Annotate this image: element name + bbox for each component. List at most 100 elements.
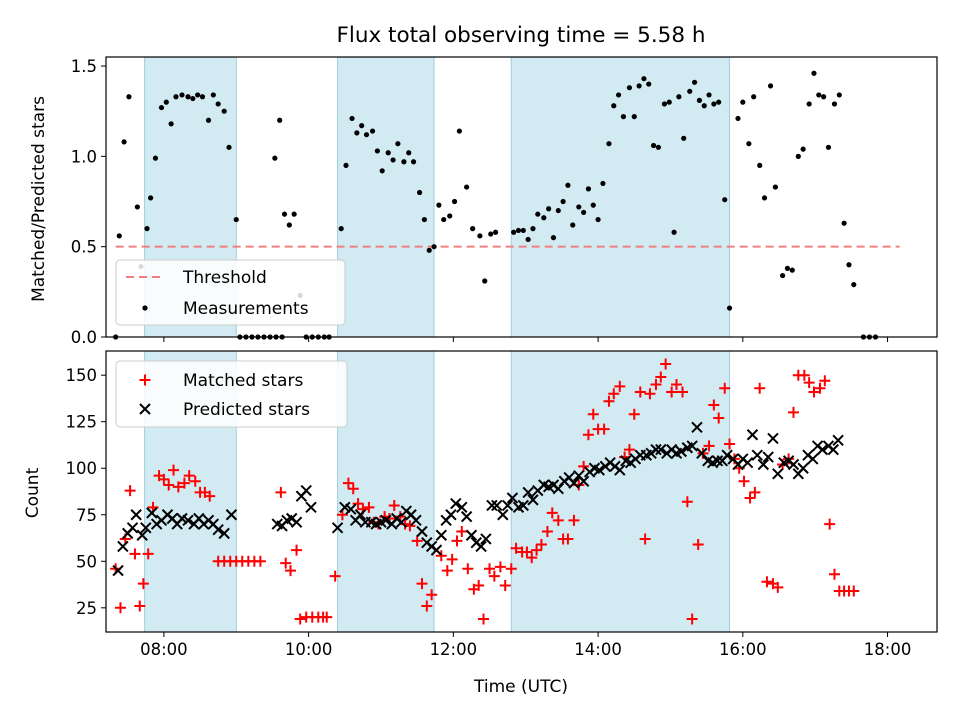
measurement-point — [767, 83, 774, 89]
measurement-point — [168, 121, 174, 127]
measurement-point — [520, 227, 526, 234]
measurement-point — [546, 206, 552, 212]
matched-star-point — [828, 568, 840, 580]
matched-star-point — [285, 565, 297, 577]
predicted-star-point — [450, 497, 462, 510]
measurement-point — [751, 94, 757, 100]
legend-predicted-label: Predicted stars — [183, 400, 310, 420]
predicted-star-point — [225, 509, 238, 521]
predicted-star-point — [741, 456, 754, 469]
matched-star-point — [388, 499, 400, 511]
measurement-point — [470, 226, 476, 232]
measurement-point — [811, 70, 817, 76]
measurement-point — [789, 267, 795, 273]
predicted-star-point — [354, 509, 367, 521]
matched-star-point — [798, 369, 810, 381]
matched-star-point — [416, 578, 428, 590]
predicted-star-point — [395, 516, 408, 528]
legend-measurements-swatch — [142, 305, 148, 311]
predicted-star-point — [465, 529, 478, 541]
measurement-point — [576, 204, 582, 210]
matched-star-point — [168, 464, 180, 476]
matched-star-point — [426, 589, 438, 601]
predicted-star-point — [305, 501, 317, 514]
predicted-star-point — [675, 445, 688, 458]
measurement-point — [666, 99, 672, 105]
measurement-point — [735, 115, 741, 122]
matched-star-point — [754, 382, 766, 394]
matched-star-point — [562, 533, 574, 545]
shaded-interval-2 — [510, 350, 731, 633]
y-tick-label: 0.5 — [71, 238, 97, 257]
measurement-point — [716, 99, 722, 105]
measurement-point — [821, 94, 827, 100]
predicted-star-point — [182, 514, 194, 527]
matched-star-point — [650, 378, 662, 390]
measurement-point — [676, 94, 682, 100]
predicted-star-point — [345, 503, 357, 515]
legend-matched-label: Matched stars — [183, 371, 303, 391]
matched-star-point — [163, 479, 175, 491]
predicted-star-point — [757, 458, 770, 471]
measurement-point — [687, 88, 693, 94]
matched-star-point — [411, 535, 423, 547]
measurement-point — [646, 81, 652, 87]
predicted-star-point — [212, 523, 224, 536]
measurement-point — [395, 141, 401, 147]
measurement-point — [233, 216, 239, 223]
matched-star-point — [114, 602, 126, 614]
measurement-point — [354, 130, 360, 136]
predicted-star-point — [807, 453, 819, 465]
predicted-star-point — [614, 464, 626, 476]
predicted-star-point — [218, 527, 230, 540]
matched-star-point — [655, 371, 667, 383]
predicted-star-point — [655, 443, 667, 456]
measurement-point — [581, 209, 587, 215]
measurement-point — [615, 92, 622, 98]
matched-star-point — [713, 412, 725, 424]
matched-star-point — [535, 539, 547, 551]
y-tick-label: 25 — [76, 599, 97, 618]
matched-star-point — [692, 539, 704, 551]
measurement-point — [190, 95, 196, 102]
matched-star-point — [819, 375, 831, 387]
legend-box — [115, 259, 346, 326]
measurement-point — [590, 202, 596, 208]
matched-star-point — [608, 388, 620, 400]
measurement-point — [560, 198, 566, 205]
measurement-point — [780, 272, 786, 279]
x-tick-label: 12:00 — [430, 640, 478, 659]
matched-star-point — [352, 498, 364, 510]
legend-box — [115, 360, 348, 428]
measurement-point — [291, 211, 297, 217]
matched-star-point — [686, 613, 698, 625]
x-tick-label: 08:00 — [140, 640, 188, 659]
matched-star-point — [462, 563, 474, 575]
measurement-point — [144, 226, 150, 232]
measurement-point — [631, 114, 637, 120]
matched-star-point — [808, 386, 820, 398]
measurement-point — [606, 141, 612, 147]
matched-star-point — [505, 563, 517, 575]
predicted-star-point — [126, 522, 139, 534]
matched-star-point — [703, 440, 715, 452]
measurement-point — [272, 155, 278, 161]
measurement-point — [451, 198, 458, 205]
legend-predicted-swatch — [139, 403, 151, 415]
predicted-star-point — [480, 533, 492, 545]
measurement-point — [636, 83, 642, 89]
matched-star-point — [137, 578, 149, 590]
matched-star-point — [708, 399, 720, 411]
predicted-star-point — [568, 477, 580, 489]
measurement-point — [281, 211, 288, 217]
matched-star-point — [204, 490, 216, 502]
measurement-point — [706, 92, 712, 98]
measurement-point — [185, 94, 191, 100]
measurement-point — [541, 215, 547, 221]
y-tick-label: 125 — [66, 413, 98, 432]
matched-star-point — [582, 429, 594, 441]
measurement-point — [148, 195, 154, 201]
predicted-star-point — [527, 494, 539, 506]
predicted-star-point — [506, 492, 519, 504]
predicted-star-point — [751, 449, 763, 461]
